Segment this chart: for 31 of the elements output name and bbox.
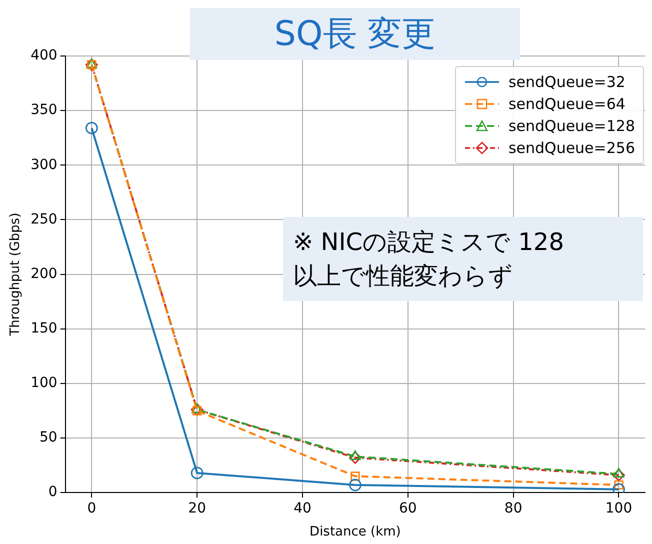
point — [612, 468, 625, 482]
x-tick-label: 100 — [605, 500, 632, 517]
y-tick-label: 250 — [30, 211, 58, 228]
x-axis-title: Distance (km) — [310, 524, 401, 540]
y-tick-label: 350 — [30, 102, 58, 118]
legend-label: sendQueue=64 — [508, 95, 626, 113]
legend-label: sendQueue=32 — [508, 73, 626, 91]
point — [614, 480, 624, 490]
point — [85, 122, 98, 134]
point — [349, 451, 362, 464]
y-tick-label: 200 — [30, 266, 58, 282]
y-tick-label: 150 — [30, 320, 58, 337]
x-tick-label: 60 — [399, 500, 417, 517]
legend-label: sendQueue=128 — [508, 117, 635, 135]
y-tick-label: 400 — [30, 48, 58, 64]
point — [612, 483, 625, 493]
y-tick-label: 50 — [39, 430, 58, 446]
y-tick-label: 300 — [30, 156, 58, 173]
x-tick-label: 80 — [504, 500, 522, 517]
legend-label: sendQueue=256 — [508, 139, 635, 157]
point — [190, 466, 204, 480]
x-tick-label: 40 — [294, 500, 312, 517]
y-axis-title: Throughput (Gbps) — [8, 212, 24, 337]
x-tick-label: 0 — [87, 500, 96, 517]
y-tick-label: 0 — [48, 484, 58, 500]
point — [349, 478, 362, 492]
point — [350, 472, 360, 481]
y-tick-label: 100 — [30, 375, 58, 392]
point — [613, 468, 624, 478]
point — [350, 450, 361, 460]
x-tick-label: 20 — [188, 500, 206, 517]
